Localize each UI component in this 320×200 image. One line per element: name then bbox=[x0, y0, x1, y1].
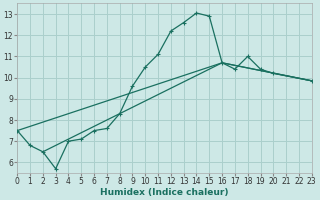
X-axis label: Humidex (Indice chaleur): Humidex (Indice chaleur) bbox=[100, 188, 229, 197]
